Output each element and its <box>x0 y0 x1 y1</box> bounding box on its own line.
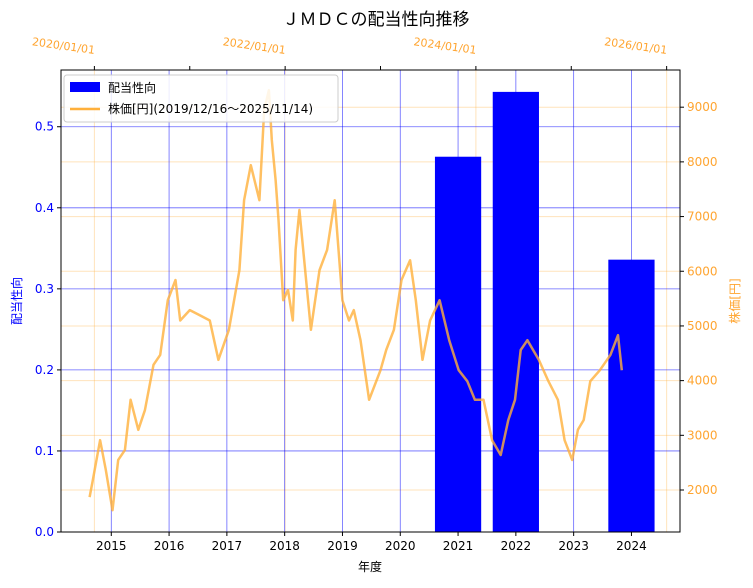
bar-2024 <box>608 259 655 532</box>
bar-2022 <box>492 91 539 532</box>
legend-label-bar: 配当性向 <box>108 80 156 95</box>
legend: 配当性向 株価[円](2019/12/16〜2025/11/14) <box>63 74 339 123</box>
y-tick-label: 0.3 <box>35 282 54 296</box>
x-tick-label: 2024 <box>616 539 647 553</box>
y-axis-right-label: 株価[円] <box>727 278 742 323</box>
y-axis-label: 配当性向 <box>9 277 24 325</box>
y-tick-label: 0.5 <box>35 120 54 134</box>
y-right-tick-label: 9000 <box>687 100 718 114</box>
y-right-tick-label: 7000 <box>687 210 718 224</box>
y-tick-label: 0.2 <box>35 363 54 377</box>
y-right-tick-label: 5000 <box>687 319 718 333</box>
y-right-tick-label: 6000 <box>687 264 718 278</box>
stock-price-line <box>88 88 624 512</box>
x-top-tick-label: 2020/01/01 <box>31 35 96 57</box>
x-axis-label: 年度 <box>358 559 382 574</box>
x-top-tick-label: 2022/01/01 <box>222 35 287 57</box>
x-top-tick-label: 2026/01/01 <box>603 35 668 57</box>
y-right-tick-label: 3000 <box>687 428 718 442</box>
x-top-tick-label: 2024/01/01 <box>413 35 478 57</box>
x-tick-label: 2022 <box>501 539 532 553</box>
y-tick-label: 0.4 <box>35 201 54 215</box>
y-tick-label: 0.1 <box>35 444 54 458</box>
plot-frame <box>60 69 681 533</box>
legend-label-line: 株価[円](2019/12/16〜2025/11/14) <box>108 101 313 116</box>
x-tick-label: 2016 <box>154 539 185 553</box>
x-tick-label: 2021 <box>443 539 474 553</box>
x-tick-label: 2019 <box>327 539 358 553</box>
y-right-tick-label: 8000 <box>687 155 718 169</box>
x-tick-label: 2015 <box>96 539 127 553</box>
legend-swatch-bar <box>70 82 100 92</box>
y-tick-label: 0.0 <box>35 525 54 539</box>
y-right-tick-label: 2000 <box>687 483 718 497</box>
x-tick-label: 2020 <box>385 539 416 553</box>
y-right-tick-label: 4000 <box>687 374 718 388</box>
chart-title: ＪＭＤＣの配当性向推移 <box>283 10 470 30</box>
x-tick-label: 2017 <box>212 539 243 553</box>
x-tick-label: 2023 <box>558 539 589 553</box>
bar-2021 <box>434 156 482 532</box>
x-tick-label: 2018 <box>269 539 300 553</box>
